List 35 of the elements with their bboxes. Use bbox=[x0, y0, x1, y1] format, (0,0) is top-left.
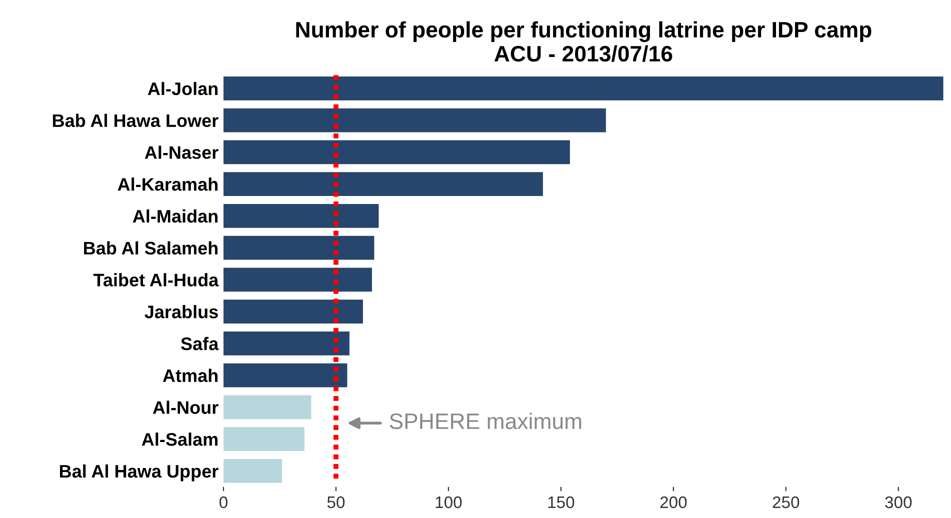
bar bbox=[223, 427, 304, 452]
x-tick-label: 150 bbox=[548, 496, 574, 508]
bar bbox=[223, 108, 606, 132]
y-tick-label: Taibet Al-Huda bbox=[93, 273, 219, 286]
x-tick-label: 50 bbox=[327, 496, 345, 508]
x-tick-label: 300 bbox=[885, 496, 912, 508]
y-tick-label: Al-Maidan bbox=[132, 209, 218, 223]
y-tick-label: Jarablus bbox=[144, 305, 218, 318]
y-tick-label: Bab Al Hawa Lower bbox=[52, 114, 218, 128]
chart-title: Number of people per functioning latrine per IDP camp ACU - 2013/07/16 bbox=[296, 21, 872, 62]
y-tick-label: Atmah bbox=[162, 368, 218, 382]
y-tick-label: Al-Naser bbox=[144, 146, 218, 159]
y-tick-label: Bab Al Salameh bbox=[84, 241, 218, 255]
bar bbox=[223, 459, 282, 483]
y-tick-label: Al-Salam bbox=[142, 432, 218, 446]
y-tick-label: Safa bbox=[181, 336, 219, 350]
ref-line-label: SPHERE maximum bbox=[390, 412, 582, 430]
x-tick-label: 0 bbox=[220, 496, 228, 508]
y-tick-label: Al-Nour bbox=[152, 400, 218, 414]
bar bbox=[223, 332, 350, 356]
bar bbox=[223, 140, 570, 164]
bar bbox=[223, 268, 372, 292]
y-tick-label: Al-Jolan bbox=[148, 82, 218, 96]
bar bbox=[223, 172, 543, 196]
bar bbox=[223, 363, 348, 388]
bar bbox=[223, 300, 363, 324]
x-tick-label: 100 bbox=[436, 496, 462, 508]
x-tick-label: 200 bbox=[660, 496, 687, 508]
bar bbox=[223, 236, 374, 260]
bar bbox=[223, 204, 379, 228]
bar bbox=[223, 395, 312, 420]
y-tick-label: Bal Al Hawa Upper bbox=[60, 464, 218, 482]
x-tick-label: 250 bbox=[772, 496, 800, 508]
bar bbox=[223, 76, 944, 100]
y-tick-label: Al-Karamah bbox=[118, 178, 218, 191]
